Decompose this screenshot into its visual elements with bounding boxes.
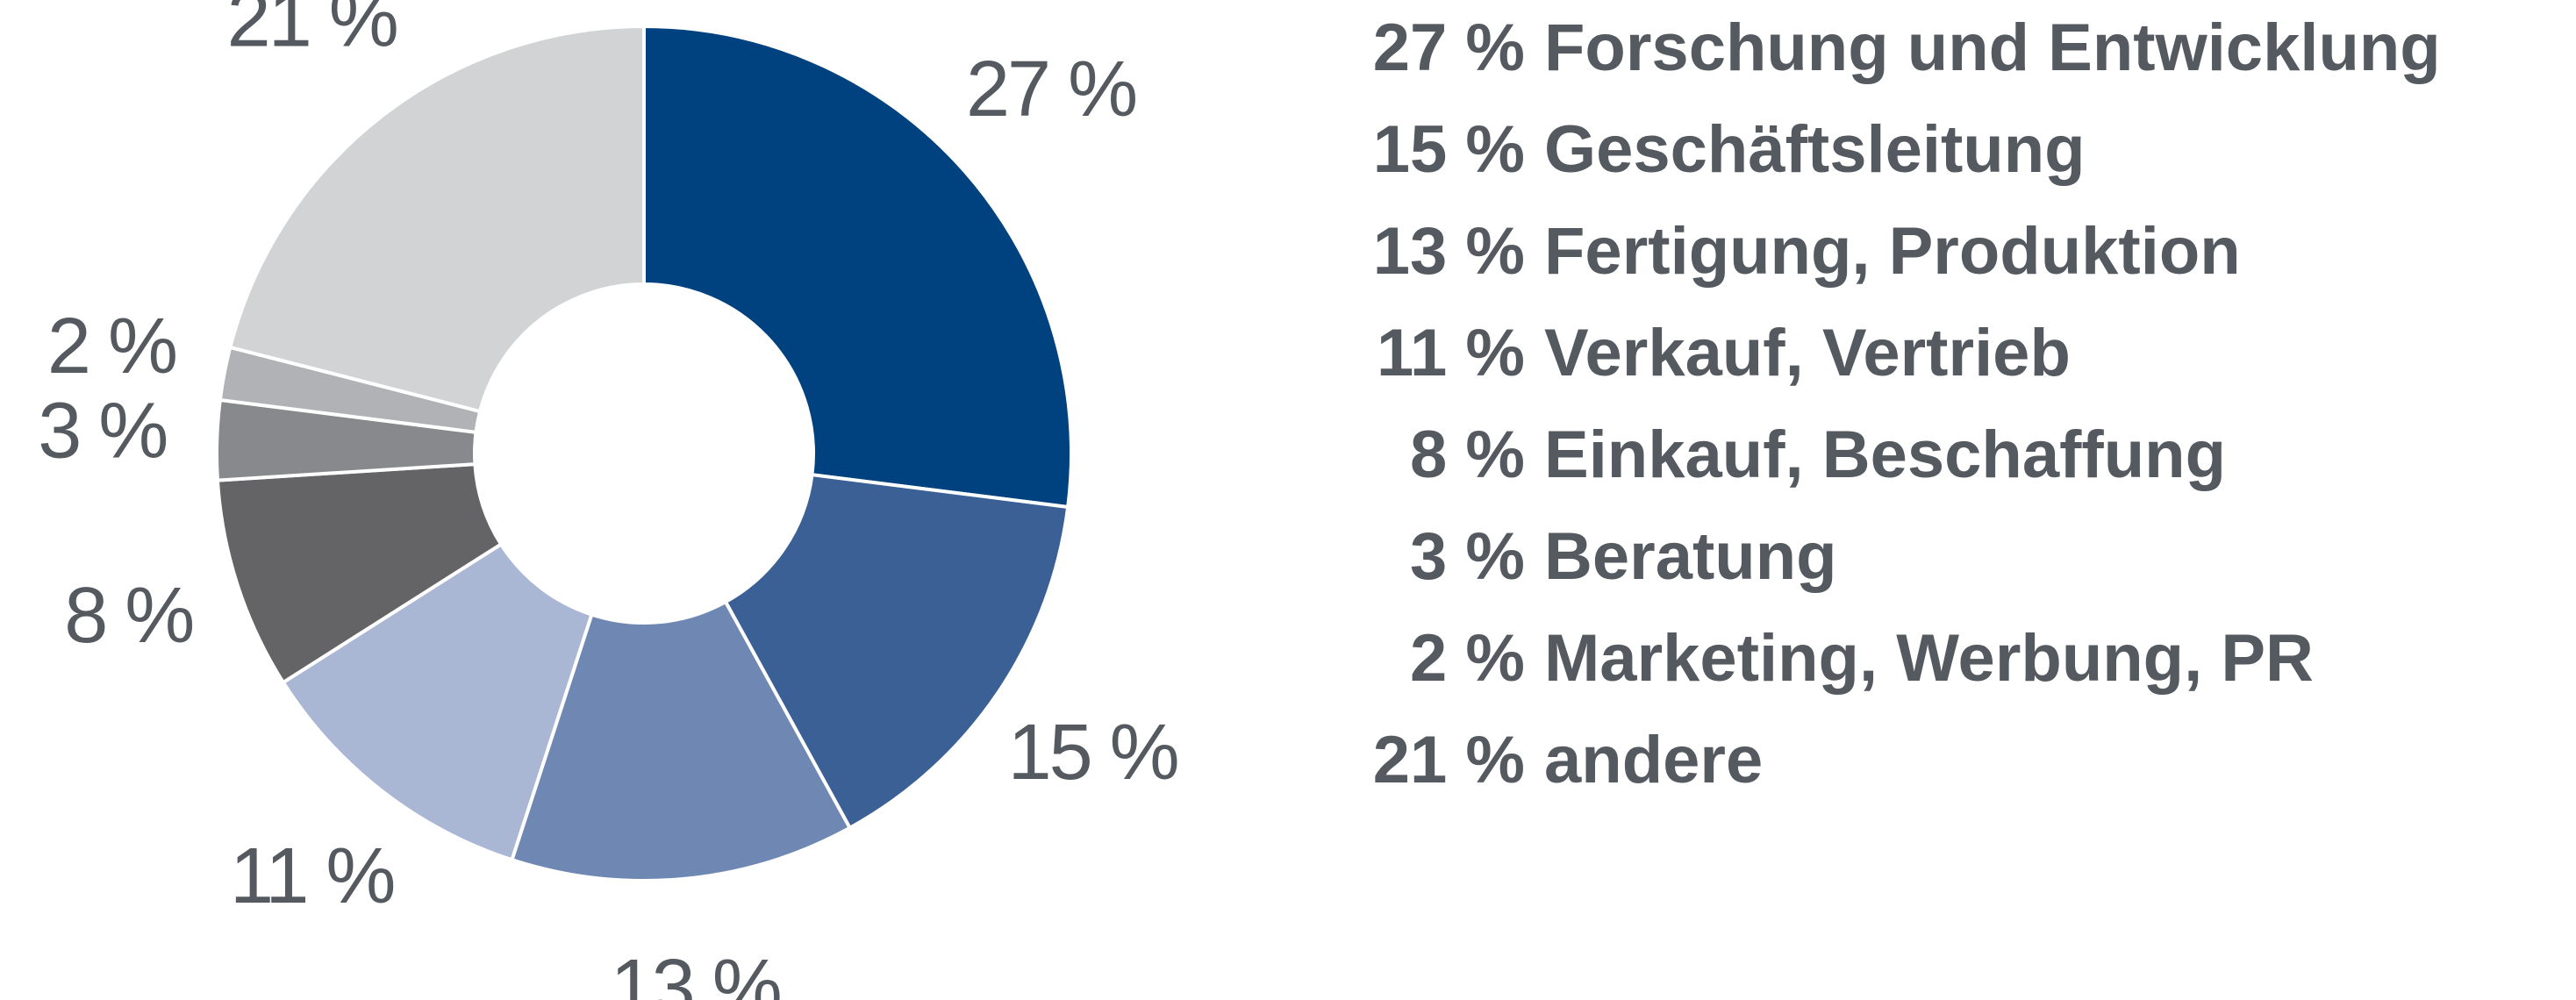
slice-label: 13 % [611,944,780,1000]
legend-value: 11 % [1377,316,1525,390]
legend-label: Beratung [1544,519,1837,594]
legend-label: andere [1544,723,1763,797]
donut-slice [215,461,504,685]
legend-value: 27 % [1373,11,1525,85]
legend-label: Verkauf, Vertrieb [1544,316,2071,390]
legend-label: Marketing, Werbung, PR [1544,621,2314,696]
donut-slice [227,24,646,414]
legend-value: 8 % [1410,418,1525,492]
donut-slice [281,541,594,862]
donut-slice [723,472,1070,831]
legend-label: Geschäftsleitung [1544,112,2086,187]
slice-label: 3 % [38,387,166,475]
legend-value: 3 % [1410,519,1525,594]
slice-label: 21 % [227,0,397,63]
legend-label: Forschung und Entwicklung [1544,11,2441,85]
donut-slice [642,24,1073,510]
slice-label: 2 % [47,303,175,390]
legend-label: Fertigung, Produktion [1544,214,2241,289]
slice-label: 8 % [64,572,192,660]
slice-label: 11 % [230,832,393,920]
slice-label: 15 % [1008,709,1177,796]
legend-value: 2 % [1410,621,1525,696]
legend-value: 21 % [1373,723,1525,797]
legend-label: Einkauf, Beschaffung [1544,418,2226,492]
donut-slice [509,599,853,882]
legend-value: 13 % [1373,214,1525,289]
legend-value: 15 % [1373,112,1525,187]
slice-label: 27 % [966,46,1135,133]
